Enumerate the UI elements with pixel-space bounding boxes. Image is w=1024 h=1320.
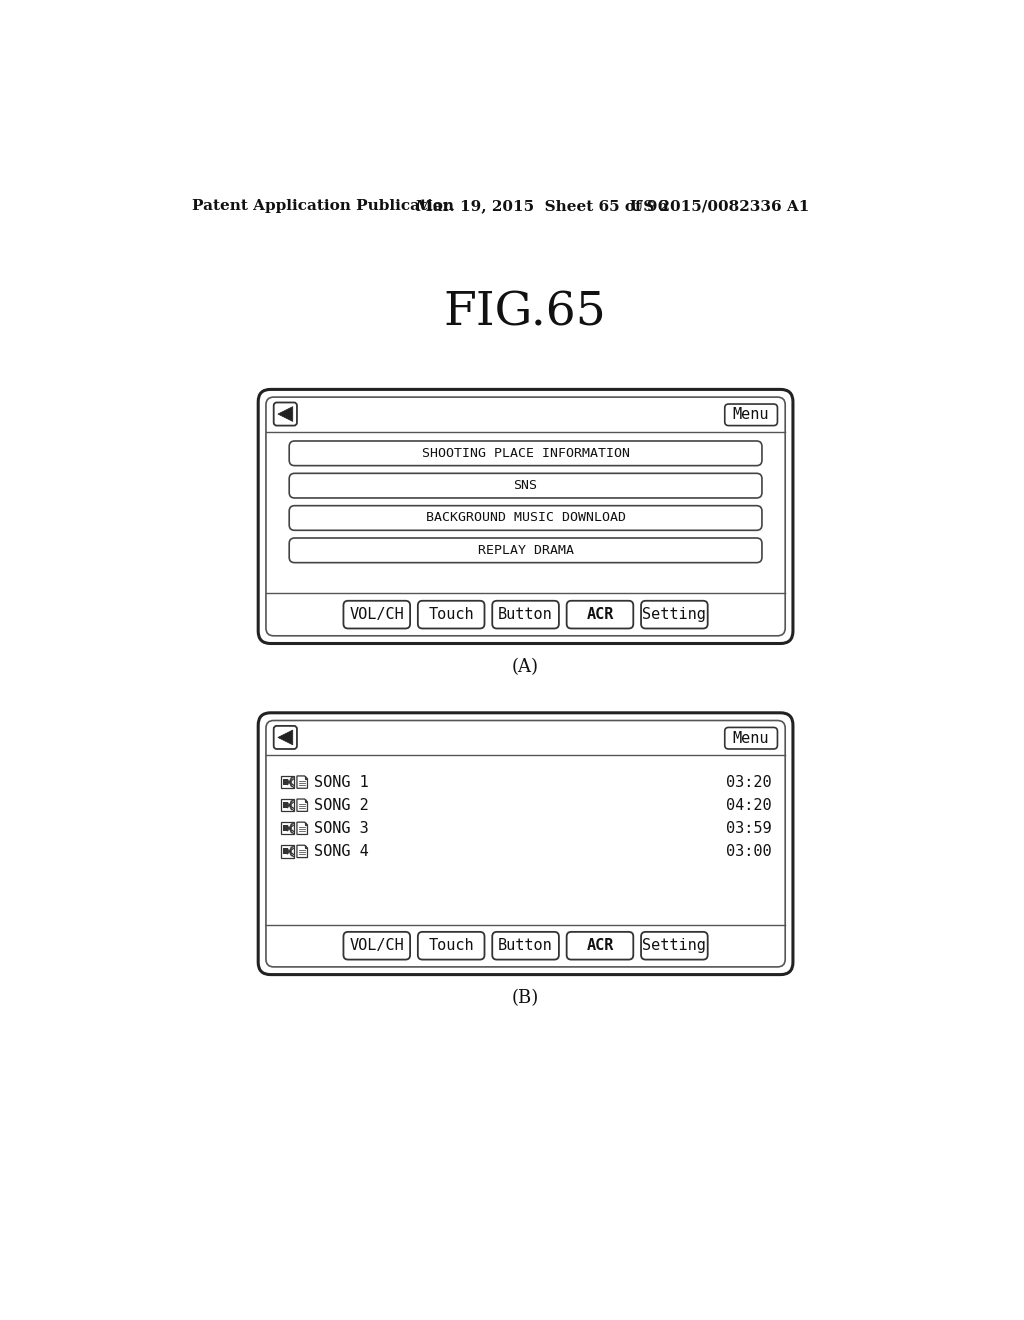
Text: Button: Button (499, 607, 553, 622)
FancyBboxPatch shape (566, 601, 633, 628)
FancyBboxPatch shape (289, 474, 762, 498)
Text: ACR: ACR (587, 939, 613, 953)
Polygon shape (288, 824, 292, 833)
FancyBboxPatch shape (641, 932, 708, 960)
Text: FIG.65: FIG.65 (443, 290, 606, 335)
Text: Mar. 19, 2015  Sheet 65 of 96: Mar. 19, 2015 Sheet 65 of 96 (417, 199, 669, 213)
Polygon shape (304, 776, 307, 779)
FancyBboxPatch shape (343, 601, 410, 628)
Text: SONG 4: SONG 4 (313, 843, 369, 859)
Text: SNS: SNS (514, 479, 538, 492)
FancyBboxPatch shape (566, 932, 633, 960)
FancyBboxPatch shape (418, 932, 484, 960)
FancyBboxPatch shape (266, 397, 785, 636)
Text: ACR: ACR (587, 607, 613, 622)
FancyBboxPatch shape (418, 601, 484, 628)
Text: SONG 3: SONG 3 (313, 821, 369, 836)
Polygon shape (288, 846, 292, 857)
FancyBboxPatch shape (493, 932, 559, 960)
FancyBboxPatch shape (258, 713, 793, 974)
FancyBboxPatch shape (258, 389, 793, 644)
FancyBboxPatch shape (266, 721, 785, 966)
Polygon shape (278, 730, 293, 744)
Text: VOL/CH: VOL/CH (349, 939, 404, 953)
Text: Touch: Touch (428, 607, 474, 622)
Text: BACKGROUND MUSIC DOWNLOAD: BACKGROUND MUSIC DOWNLOAD (426, 511, 626, 524)
Text: VOL/CH: VOL/CH (349, 607, 404, 622)
FancyBboxPatch shape (289, 506, 762, 531)
FancyBboxPatch shape (343, 932, 410, 960)
Bar (282, 776, 294, 788)
Polygon shape (304, 799, 307, 803)
FancyBboxPatch shape (493, 601, 559, 628)
Polygon shape (297, 845, 307, 858)
Text: 03:00: 03:00 (726, 843, 771, 859)
Polygon shape (288, 800, 292, 810)
Text: 03:20: 03:20 (726, 775, 771, 789)
Text: Patent Application Publication: Patent Application Publication (191, 199, 454, 213)
Text: Touch: Touch (428, 939, 474, 953)
Text: Menu: Menu (733, 408, 769, 422)
Text: Setting: Setting (642, 607, 707, 622)
Text: Menu: Menu (733, 731, 769, 746)
Polygon shape (288, 777, 292, 787)
Bar (284, 849, 288, 854)
Bar (284, 825, 288, 832)
Bar (284, 803, 288, 808)
FancyBboxPatch shape (725, 404, 777, 425)
FancyBboxPatch shape (273, 726, 297, 748)
FancyBboxPatch shape (641, 601, 708, 628)
Polygon shape (278, 407, 293, 421)
Polygon shape (297, 822, 307, 834)
Bar (282, 845, 294, 858)
Bar (282, 822, 294, 834)
FancyBboxPatch shape (725, 727, 777, 748)
Text: US 2015/0082336 A1: US 2015/0082336 A1 (630, 199, 810, 213)
Text: SONG 1: SONG 1 (313, 775, 369, 789)
FancyBboxPatch shape (289, 441, 762, 466)
Text: SONG 2: SONG 2 (313, 797, 369, 813)
Text: 04:20: 04:20 (726, 797, 771, 813)
Text: 03:59: 03:59 (726, 821, 771, 836)
FancyBboxPatch shape (273, 403, 297, 425)
Polygon shape (304, 822, 307, 825)
Text: (B): (B) (511, 989, 539, 1007)
Text: (A): (A) (511, 657, 539, 676)
FancyBboxPatch shape (289, 539, 762, 562)
Polygon shape (297, 799, 307, 812)
Polygon shape (304, 845, 307, 849)
Polygon shape (297, 776, 307, 788)
Text: SHOOTING PLACE INFORMATION: SHOOTING PLACE INFORMATION (422, 446, 630, 459)
Text: REPLAY DRAMA: REPLAY DRAMA (477, 544, 573, 557)
Bar (284, 779, 288, 785)
Text: Button: Button (499, 939, 553, 953)
Text: Setting: Setting (642, 939, 707, 953)
Bar (282, 799, 294, 812)
